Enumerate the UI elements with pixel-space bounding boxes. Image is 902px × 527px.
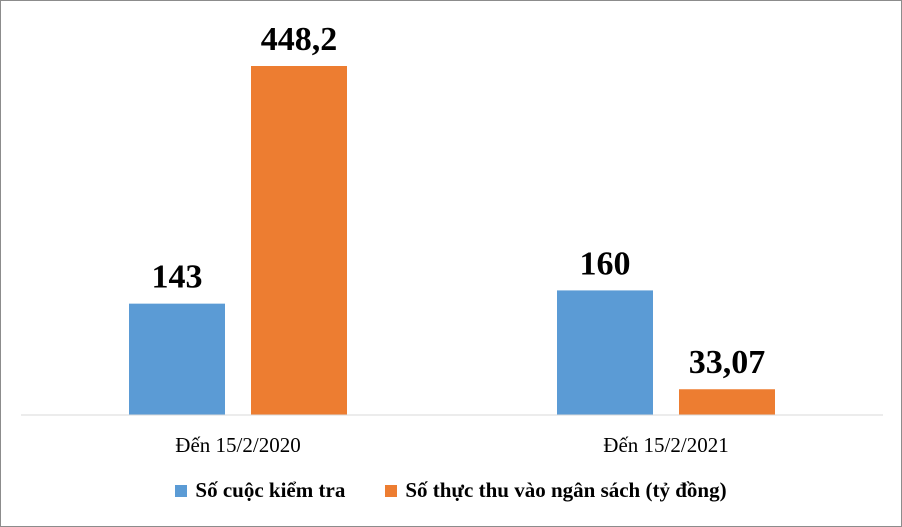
data-label-1-1: 143 [152, 259, 203, 296]
legend-label-2: Số thực thu vào ngân sách (tỷ đồng) [405, 478, 727, 502]
category-label-1: Đến 15/2/2020 [175, 433, 300, 457]
category-label-2: Đến 15/2/2021 [603, 433, 728, 457]
data-label-2-1: 448,2 [261, 21, 338, 58]
legend: Số cuộc kiểm tra Số thực thu vào ngân sác… [0, 478, 902, 503]
labels-group: 143 448,2 Đến 15/2/2020 160 33,07 Đến 15/2/20… [152, 21, 766, 457]
bar-1-2 [557, 290, 653, 415]
bar-1-1 [129, 303, 225, 415]
legend-item-2: Số thực thu vào ngân sách (tỷ đồng) [385, 478, 727, 503]
bar-2-2 [679, 389, 775, 415]
legend-swatch-2 [385, 484, 398, 497]
legend-item-1: Số cuộc kiểm tra [175, 478, 345, 503]
data-label-1-2: 160 [580, 245, 631, 282]
legend-label-1: Số cuộc kiểm tra [195, 478, 346, 502]
legend-swatch-1 [175, 484, 188, 497]
bars-group [129, 66, 775, 415]
bar-2-1 [251, 66, 347, 415]
data-label-2-2: 33,07 [689, 344, 766, 381]
bar-chart: 143 448,2 Đến 15/2/2020 160 33,07 Đến 15/2/20… [21, 21, 883, 457]
